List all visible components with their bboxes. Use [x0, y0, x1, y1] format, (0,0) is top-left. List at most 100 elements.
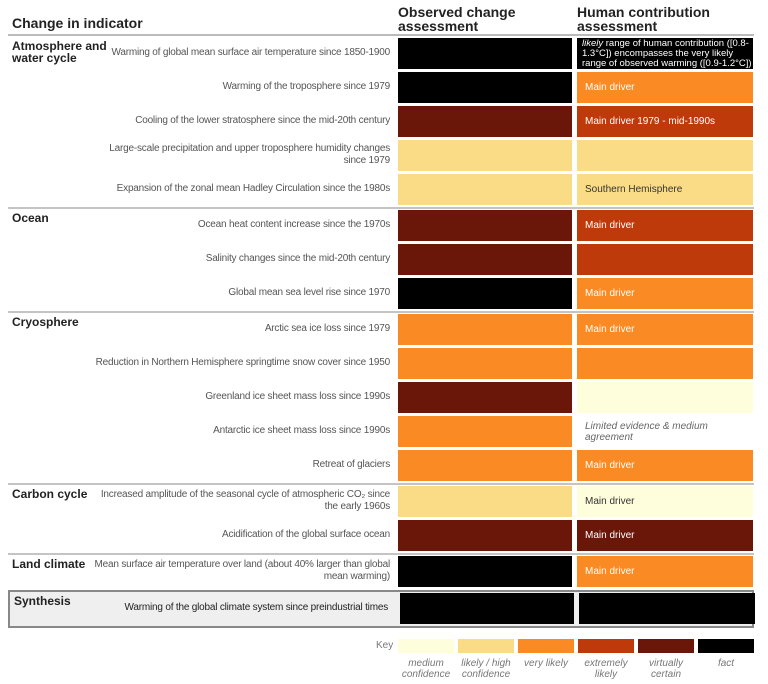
- key-swatch: [638, 639, 694, 653]
- indicator-label: Large-scale precipitation and upper trop…: [109, 143, 390, 166]
- indicator-label: Warming of the troposphere since 1979: [222, 81, 391, 92]
- human-contribution-cell: [577, 382, 753, 413]
- key-legend: Key medium confidence likely / high confi…: [360, 636, 768, 684]
- human-contribution-cell: Main driver: [577, 520, 753, 551]
- section-title: Atmosphere and water cycle: [12, 39, 107, 65]
- section-cryosphere: Cryosphere Arctic sea ice loss since 1979…: [8, 311, 754, 483]
- human-contribution-cell: Main driver: [577, 556, 753, 587]
- key-item-extremely: extremely likely: [578, 639, 634, 680]
- observed-assessment-cell: [398, 450, 572, 481]
- indicator-row: Global mean sea level rise since 1970 Mai…: [8, 277, 754, 311]
- observed-assessment-cell: [398, 210, 572, 241]
- section-ocean: Ocean Ocean heat content increase since t…: [8, 207, 754, 311]
- human-contribution-cell: Limited evidence & medium agreement: [577, 416, 753, 447]
- human-contribution-text: Southern Hemisphere: [585, 184, 683, 195]
- human-contribution-text: Main driver: [585, 288, 635, 299]
- human-contribution-cell: likely range of human contribution ([0.8…: [577, 38, 753, 69]
- indicator-label: Warming of the global climate system sin…: [124, 602, 389, 613]
- human-contribution-cell: [577, 348, 753, 379]
- human-contribution-text: Main driver: [585, 82, 635, 93]
- key-swatch: [518, 639, 574, 653]
- indicator-label: Increased amplitude of the seasonal cycl…: [100, 489, 390, 512]
- human-contribution-text: Main driver 1979 - mid-1990s: [585, 116, 716, 127]
- key-item-fact: fact: [698, 639, 754, 669]
- section-title: Synthesis: [14, 594, 71, 608]
- key-swatch: [578, 639, 634, 653]
- human-contribution-cell: Main driver: [577, 210, 753, 241]
- indicator-column-header: Change in indicator: [12, 15, 143, 31]
- indicator-label: Greenland ice sheet mass loss since 1990…: [205, 391, 390, 402]
- human-contribution-cell: Main driver: [577, 314, 753, 345]
- indicator-label: Arctic sea ice loss since 1979: [264, 323, 390, 334]
- observed-assessment-cell: [398, 382, 572, 413]
- indicator-label: Retreat of glaciers: [312, 459, 391, 470]
- human-contribution-cell: Southern Hemisphere: [577, 174, 753, 205]
- observed-assessment-cell: [398, 486, 572, 517]
- indicator-label: Acidification of the global surface ocea…: [221, 529, 390, 540]
- key-item-medium: medium confidence: [398, 639, 454, 680]
- indicator-row: Acidification of the global surface ocea…: [8, 519, 754, 553]
- indicator-row: Mean surface air temperature over land (…: [8, 555, 754, 589]
- indicator-row: Expansion of the zonal mean Hadley Circu…: [8, 173, 754, 207]
- indicator-row: Warming of the global climate system sin…: [10, 592, 755, 626]
- observed-assessment-cell: [398, 348, 572, 379]
- observed-assessment-cell: [398, 244, 572, 275]
- human-contribution-cell: Main driver: [577, 486, 753, 517]
- indicator-label: Antarctic ice sheet mass loss since 1990…: [213, 425, 390, 436]
- observed-assessment-cell: [398, 106, 572, 137]
- observed-assessment-cell: [398, 140, 572, 171]
- human-contribution-cell: Main driver: [577, 278, 753, 309]
- section-title: Cryosphere: [12, 315, 79, 329]
- indicator-label: Cooling of the lower stratosphere since …: [135, 115, 390, 126]
- indicator-row: Increased amplitude of the seasonal cycl…: [8, 485, 754, 519]
- key-swatch: [698, 639, 754, 653]
- section-land-climate: Land climate Mean surface air temperature…: [8, 553, 754, 589]
- human-contribution-text: Main driver: [585, 324, 635, 335]
- human-contribution-text: Main driver: [585, 530, 635, 541]
- likely-emphasis: likely: [582, 37, 604, 49]
- observed-assessment-cell: [398, 278, 572, 309]
- observed-assessment-cell: [398, 314, 572, 345]
- indicator-row: Large-scale precipitation and upper trop…: [8, 139, 754, 173]
- key-swatch: [398, 639, 454, 653]
- human-contribution-text: Main driver: [585, 220, 635, 231]
- indicator-row: Warming of the troposphere since 1979 Mai…: [8, 71, 754, 105]
- section-atmosphere-and-water-cycle: Atmosphere and water cycle Warming of glo…: [8, 37, 754, 207]
- indicator-label: Expansion of the zonal mean Hadley Circu…: [116, 183, 391, 194]
- indicator-label: Global mean sea level rise since 1970: [228, 287, 390, 298]
- human-column-header: Human contribution assessment: [577, 4, 710, 34]
- indicator-row: Reduction in Northern Hemisphere springt…: [8, 347, 754, 381]
- indicator-row: Warming of global mean surface air tempe…: [8, 37, 754, 71]
- section-title: Carbon cycle: [12, 487, 88, 501]
- key-text: very likely: [524, 658, 568, 669]
- human-contribution-cell: Main driver: [577, 450, 753, 481]
- human-contribution-cell: [577, 244, 753, 275]
- header-divider: [8, 34, 754, 36]
- observed-assessment-cell: [398, 520, 572, 551]
- indicator-label: Salinity changes since the mid-20th cent…: [205, 253, 390, 264]
- key-text: fact: [717, 658, 735, 669]
- key-swatch: [458, 639, 514, 653]
- human-contribution-text: range of human contribution ([0.8-1.3°C]…: [582, 37, 752, 69]
- indicator-row: Ocean heat content increase since the 19…: [8, 209, 754, 243]
- indicator-row: Retreat of glaciers Main driver: [8, 449, 754, 483]
- human-contribution-cell: Main driver 1979 - mid-1990s: [577, 106, 753, 137]
- indicator-row: Greenland ice sheet mass loss since 1990…: [8, 381, 754, 415]
- indicator-row: Cooling of the lower stratosphere since …: [8, 105, 754, 139]
- indicator-label: Reduction in Northern Hemisphere springt…: [95, 357, 391, 368]
- observed-assessment-cell: [398, 416, 572, 447]
- human-contribution-text: Main driver: [585, 496, 635, 507]
- section-synthesis: Synthesis Warming of the global climate s…: [8, 590, 755, 628]
- indicator-row: Arctic sea ice loss since 1979 Main drive…: [8, 313, 754, 347]
- key-text: virtually certain: [649, 658, 683, 680]
- observed-assessment-cell: [398, 556, 572, 587]
- observed-assessment-cell: [398, 38, 572, 69]
- observed-assessment-cell: [398, 72, 572, 103]
- key-item-very-likely: very likely: [518, 639, 574, 669]
- key-item-likely: likely / high confidence: [458, 639, 514, 680]
- key-text: extremely likely: [584, 658, 628, 680]
- key-label: Key: [376, 640, 394, 651]
- key-text: medium confidence: [401, 658, 451, 680]
- indicator-label: Mean surface air temperature over land (…: [94, 559, 391, 582]
